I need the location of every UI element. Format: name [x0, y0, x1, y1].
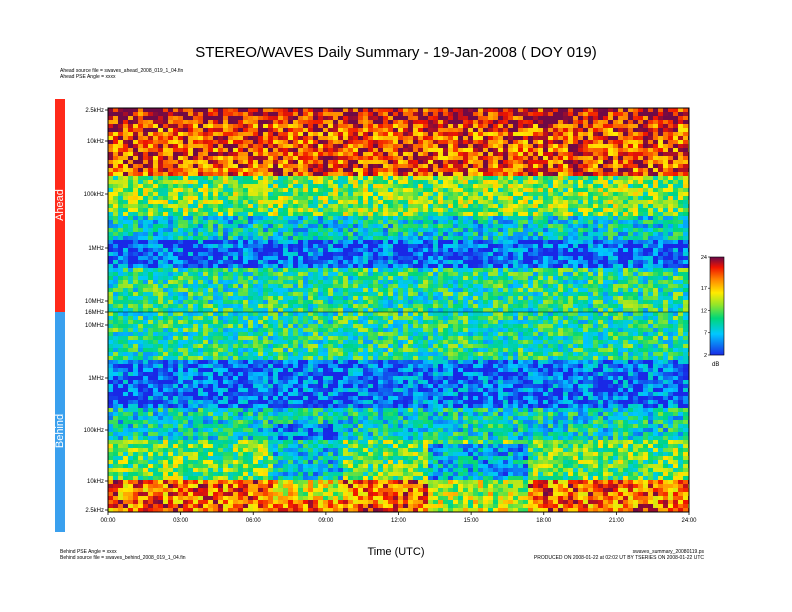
behind-y-tick-label: 10kHz [87, 479, 104, 485]
produced-note: PRODUCED ON 2008-01-22 at 02:02 UT BY TS… [533, 555, 704, 561]
behind-y-tick-label: 2.5kHz [85, 508, 104, 514]
behind-source-file: Behind source file = swaves_behind_2008_… [60, 555, 186, 561]
ahead-y-tick-label: 16MHz [85, 310, 104, 316]
summary-filename: swaves_summary_20080119.ps [632, 549, 704, 555]
ahead-pse-angle: Ahead PSE Angle = xxxx [60, 74, 116, 80]
colorbar-unit: dB [712, 362, 719, 368]
ahead-source-file: Ahead source file = swaves_ahead_2008_01… [60, 68, 184, 74]
x-tick-label: 18:00 [536, 518, 552, 524]
x-tick-label: 24:00 [681, 518, 697, 524]
x-tick-label: 03:00 [173, 518, 189, 524]
chart-title: STEREO/WAVES Daily Summary - 19-Jan-2008… [195, 44, 597, 61]
x-tick-label: 12:00 [391, 518, 407, 524]
colorbar-tick-label: 7 [704, 331, 707, 337]
behind-pse-angle: Behind PSE Angle = xxxx [60, 549, 117, 555]
ahead-y-tick-label: 10MHz [85, 299, 104, 305]
behind-y-tick-label: 10MHz [85, 323, 104, 329]
ahead-y-tick-label: 2.5kHz [85, 108, 104, 114]
x-tick-label: 06:00 [246, 518, 262, 524]
spectrogram-raster [108, 108, 689, 512]
x-tick-label: 09:00 [318, 518, 334, 524]
x-tick-label: 21:00 [609, 518, 625, 524]
colorbar-frame [709, 256, 725, 356]
ahead-y-tick-label: 1MHz [88, 246, 104, 252]
colorbar-tick-label: 24 [701, 255, 707, 261]
ahead-side-bar [55, 99, 65, 312]
colorbar-tick-label: 2 [704, 353, 707, 359]
x-tick-label: 15:00 [464, 518, 480, 524]
behind-y-tick-label: 100kHz [84, 428, 104, 434]
colorbar-tick-label: 17 [701, 286, 707, 292]
x-tick-label: 00:00 [100, 518, 116, 524]
behind-y-tick-label: 1MHz [88, 376, 104, 382]
colorbar-tick-label: 12 [701, 308, 707, 314]
behind-side-bar [55, 312, 65, 532]
ahead-y-tick-label: 10kHz [87, 139, 104, 145]
ahead-y-tick-label: 100kHz [84, 192, 104, 198]
colorbar-gradient [710, 257, 724, 356]
x-axis-label: Time (UTC) [367, 546, 425, 558]
